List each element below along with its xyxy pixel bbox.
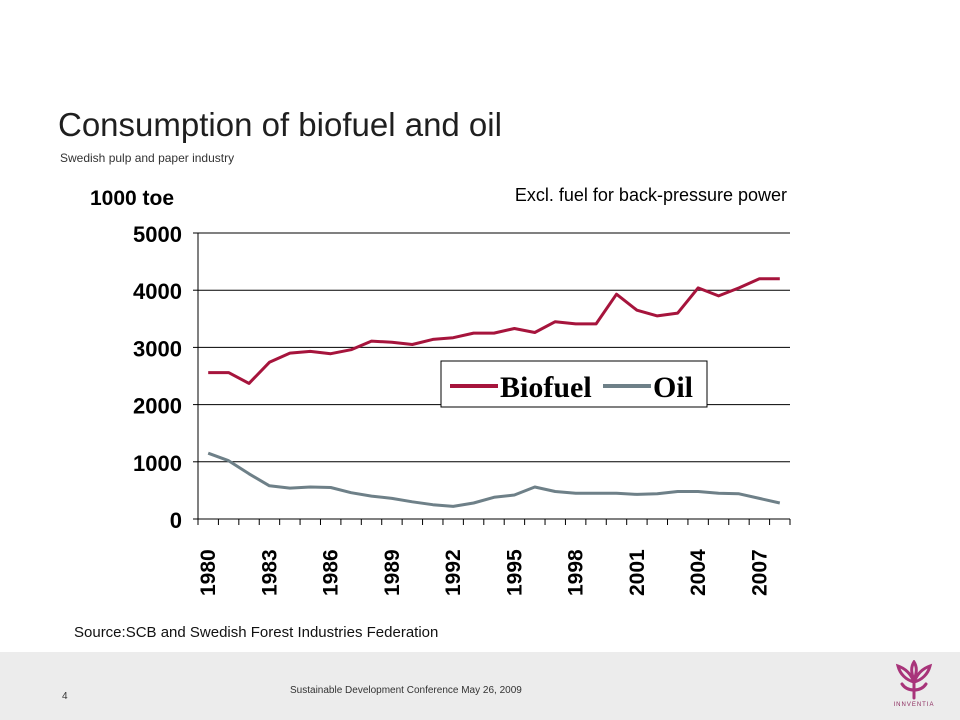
y-tick-labels: 0 1000 2000 3000 4000 5000 <box>133 222 182 533</box>
series-lines <box>207 277 781 508</box>
legend-label-biofuel: Biofuel <box>500 371 592 404</box>
x-tick-label: 1995 <box>503 549 526 596</box>
x-tick-label: 2004 <box>687 549 710 596</box>
x-tick-label: 2007 <box>748 549 771 596</box>
slide-title: Consumption of biofuel and oil <box>58 106 502 143</box>
legend-label-oil: Oil <box>653 371 693 404</box>
y-tick-label: 5000 <box>133 222 182 247</box>
chart-annotation: Excl. fuel for back-pressure power <box>515 185 787 205</box>
footer-conference-text: Sustainable Development Conference May 2… <box>290 685 522 696</box>
slide-number: 4 <box>62 691 68 702</box>
series-line-oil <box>207 451 781 508</box>
gridlines <box>198 232 790 463</box>
x-tick-label: 1980 <box>197 549 220 596</box>
x-tick-label: 1986 <box>320 549 343 596</box>
x-tick-label: 1983 <box>258 549 281 596</box>
innventia-logo: INNVENTIA <box>888 659 940 716</box>
x-tick-label: 1989 <box>381 549 404 596</box>
y-tick-label: 0 <box>170 508 182 533</box>
x-tick-label: 1992 <box>442 549 465 596</box>
source-note: Source:SCB and Swedish Forest Industries… <box>74 624 439 641</box>
slide-subtitle: Swedish pulp and paper industry <box>60 151 235 165</box>
series-line-biofuel <box>208 277 780 385</box>
y-tick-label: 1000 <box>133 451 182 476</box>
y-tick-label: 4000 <box>133 279 182 304</box>
legend: Biofuel Oil <box>440 360 708 408</box>
line-chart: 1000 toe Excl. fuel for back-pressure po… <box>90 185 791 596</box>
x-tick-label: 2001 <box>626 549 649 596</box>
y-tick-label: 3000 <box>133 336 182 361</box>
y-tick-label: 2000 <box>133 394 182 419</box>
footer-bar: 4 Sustainable Development Conference May… <box>0 652 960 720</box>
x-tick-label: 1998 <box>565 549 588 596</box>
logo-text: INNVENTIA <box>893 702 935 708</box>
axes <box>193 232 791 525</box>
y-unit-label: 1000 toe <box>90 187 174 210</box>
x-tick-labels: 1980 1983 1986 1989 1992 1995 1998 2001 2004 2007 <box>197 549 771 596</box>
innventia-flower-icon <box>895 659 933 700</box>
